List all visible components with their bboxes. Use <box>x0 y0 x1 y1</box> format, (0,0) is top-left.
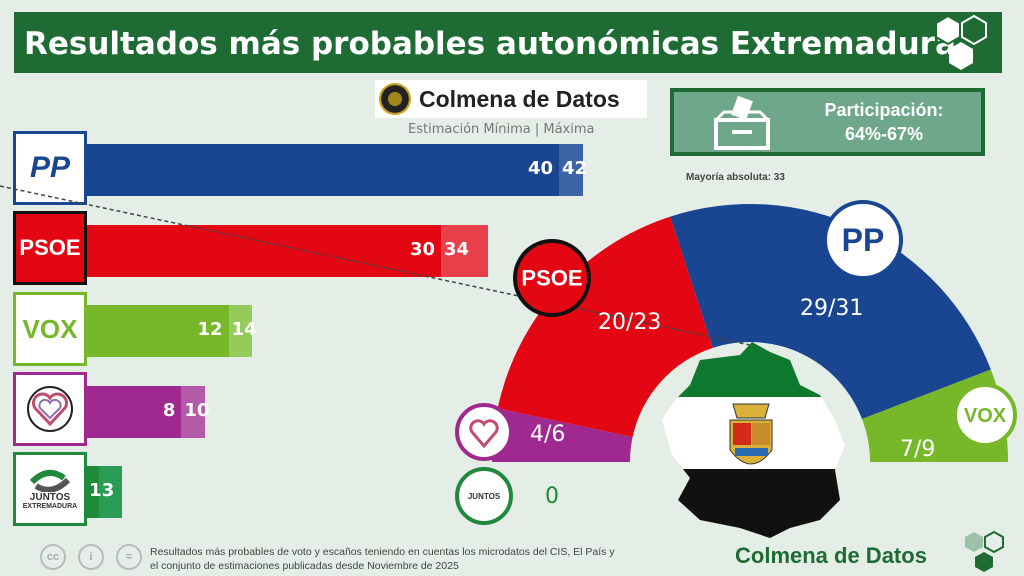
majority-label: Mayoría absoluta: 33 <box>686 172 785 183</box>
participation-value: 64%-67% <box>844 124 924 144</box>
brand-name: Colmena de Datos <box>419 85 620 112</box>
bar-max-extension <box>441 224 489 277</box>
seat-label-juntos: 0 <box>545 484 559 509</box>
crown-icon <box>732 403 770 419</box>
seat-label-podemos: 4/6 <box>530 422 566 447</box>
juntos-circle-logo <box>455 467 513 525</box>
seat-label-psoe: 20/23 <box>598 310 662 335</box>
psoe-circle-logo-text: PSOE <box>521 266 582 291</box>
no-derivatives-icon: = <box>116 544 142 570</box>
bar-max-label: 10 <box>184 399 210 421</box>
psoe-circle-logo <box>513 239 591 317</box>
bar-max-label: 42 <box>562 158 588 179</box>
heart-icon <box>27 386 73 432</box>
footer-brand: Colmena de Datos <box>735 543 927 568</box>
bar-max-extension <box>228 305 253 357</box>
pp-circle-logo <box>823 200 903 280</box>
bar-min-label: 8 <box>162 399 176 421</box>
bar-max-label: 3 <box>101 480 115 501</box>
vox-logo: VOX <box>13 292 87 366</box>
podemos-logo <box>13 372 87 446</box>
page-title: Resultados más probables autonómicas Ext… <box>14 12 1002 73</box>
majority-line <box>0 185 751 346</box>
bar-max-extension <box>181 385 205 438</box>
bar-min-label: 12 <box>197 319 223 340</box>
hex-logo-icon <box>935 14 987 70</box>
seat-label-pp: 29/31 <box>800 296 864 321</box>
hemicycle-segment-psoe <box>497 216 713 438</box>
hemicycle-segment-pp <box>670 204 991 419</box>
attribution-icon: i <box>78 544 104 570</box>
podemos-circle-logo <box>455 403 513 461</box>
brand-coin-icon <box>379 83 411 115</box>
footer-hex-icon <box>965 530 1004 572</box>
juntos-swoosh-icon <box>29 469 71 492</box>
participation-label: Participación: <box>824 100 944 120</box>
brand-header: Colmena de Datos <box>375 80 647 118</box>
heart-icon <box>469 419 499 449</box>
bar-podemos: 8 10 <box>87 385 209 438</box>
bar-min-label: 30 <box>409 238 435 260</box>
bar-min-label: 40 <box>527 158 553 179</box>
footer-line-1: Resultados más probables de voto y escañ… <box>150 546 615 558</box>
pp-logo: PP <box>13 131 87 205</box>
ballot-box-icon <box>714 96 770 150</box>
bar-max-extension <box>98 466 123 518</box>
hemicycle-segment-podemos <box>492 408 633 462</box>
cc-icon: cc <box>40 544 66 570</box>
bar-max-label: 14 <box>231 319 257 340</box>
vox-circle-logo <box>953 383 1017 447</box>
seat-label-vox: 7/9 <box>900 437 936 462</box>
pp-circle-logo-text: PP <box>842 222 885 258</box>
footer-note: Resultados más probables de voto y escañ… <box>150 545 615 573</box>
bar-pp: 40 42 <box>87 144 587 196</box>
subtitle: Estimación Mínima | Máxima <box>408 122 595 137</box>
psoe-logo: PSOE <box>13 211 87 285</box>
bar-min-label: 1 <box>89 480 102 501</box>
bar-max-extension <box>559 144 583 196</box>
footer-line-2: el conjunto de estimaciones publicadas d… <box>150 560 459 572</box>
juntos-text-2: EXTREMADURA <box>22 503 78 510</box>
bar-vox: 12 14 <box>87 305 257 357</box>
juntos-circle-logo-text: JUNTOS <box>468 492 501 501</box>
bar-max-label: 34 <box>444 238 470 260</box>
juntos-logo: JUNTOS EXTREMADURA <box>13 452 87 526</box>
vox-circle-logo-text: VOX <box>964 405 1007 427</box>
juntos-text: JUNTOS <box>29 492 71 503</box>
participation-box: Participación: 64%-67% <box>670 88 985 156</box>
bar-psoe: 30 34 <box>87 224 489 277</box>
